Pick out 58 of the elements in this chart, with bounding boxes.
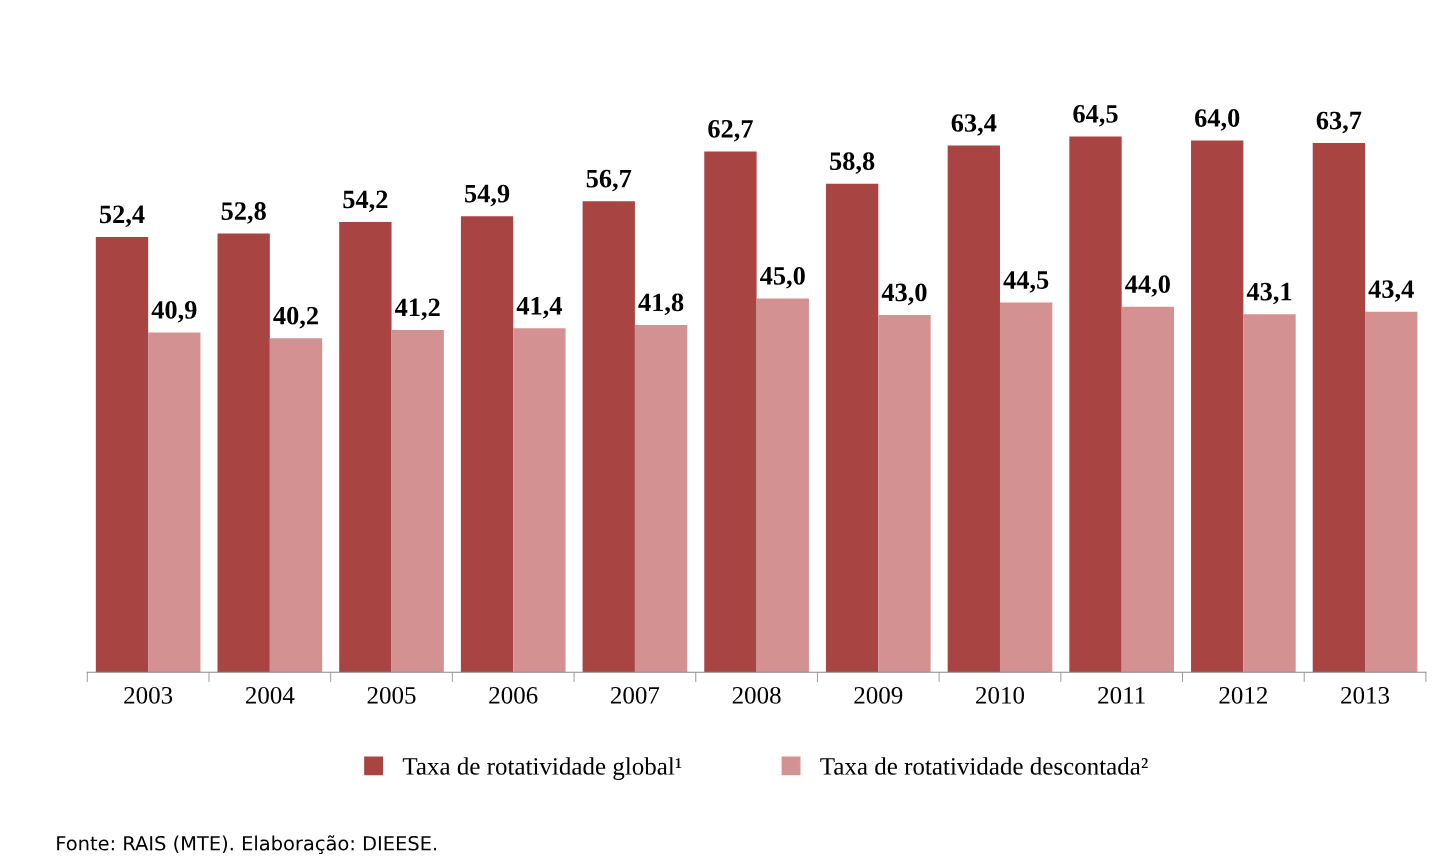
- bar: [1121, 306, 1174, 673]
- data-label: 56,7: [586, 169, 632, 192]
- data-label: 41,8: [638, 293, 684, 316]
- legend-label: Taxa de rotatividade global¹: [402, 757, 682, 780]
- data-label: 64,5: [1073, 105, 1118, 127]
- data-label: 45,0: [760, 266, 805, 289]
- bar: [1312, 143, 1366, 673]
- bar: [825, 183, 879, 673]
- bar: [999, 302, 1053, 673]
- data-label: 63,4: [951, 114, 997, 136]
- bar: [217, 233, 270, 673]
- data-label: 43,0: [881, 283, 927, 306]
- bar: [1243, 314, 1296, 673]
- x-tick-label: 2008: [732, 686, 781, 704]
- bar: [704, 151, 757, 673]
- bar: [634, 325, 688, 673]
- bar: [95, 236, 149, 673]
- bar: [1191, 140, 1244, 673]
- bar: [1365, 311, 1418, 673]
- source-note: Fonte: RAIS (MTE). Elaboração: DIEESE.: [57, 835, 437, 855]
- data-label: 62,7: [708, 119, 753, 142]
- bar: [947, 145, 1000, 673]
- x-tick-label: 2003: [124, 686, 173, 704]
- data-label: 43,1: [1246, 282, 1292, 305]
- bar: [148, 332, 201, 673]
- x-tick-label: 2006: [489, 686, 538, 704]
- data-label: 63,7: [1316, 111, 1362, 134]
- x-tick-label: 2004: [245, 686, 295, 704]
- data-label: 64,0: [1195, 109, 1240, 131]
- bar: [269, 338, 323, 673]
- bar: [582, 201, 635, 673]
- data-label: 40,2: [273, 306, 318, 329]
- data-label: 58,8: [830, 152, 875, 174]
- bar: [391, 330, 444, 673]
- x-tick-label: 2012: [1219, 686, 1267, 704]
- data-label: 41,4: [516, 296, 562, 319]
- bar: [513, 328, 566, 673]
- bar: [756, 298, 809, 673]
- x-tick-label: 2010: [976, 686, 1025, 704]
- x-tick-label: 2013: [1341, 686, 1390, 704]
- data-label: 40,9: [151, 300, 197, 323]
- data-label: 54,9: [465, 184, 510, 207]
- x-tick-label: 2007: [611, 686, 660, 704]
- bar: [339, 221, 392, 673]
- x-tick-label: 2011: [1098, 686, 1145, 704]
- bar: [1069, 136, 1122, 673]
- data-label: 43,4: [1368, 280, 1414, 302]
- x-tick-label: 2005: [367, 686, 416, 704]
- bar: [460, 216, 514, 673]
- bar: [878, 315, 931, 673]
- x-tick-label: 2009: [854, 686, 903, 704]
- data-label: 44,5: [1003, 271, 1049, 293]
- data-label: 41,2: [394, 298, 440, 321]
- data-label: 52,8: [221, 202, 266, 224]
- legend-label: Taxa de rotatividade descontada²: [820, 757, 1148, 775]
- data-label: 54,2: [343, 190, 388, 213]
- data-label: 52,4: [99, 205, 145, 228]
- data-label: 44,0: [1125, 275, 1170, 297]
